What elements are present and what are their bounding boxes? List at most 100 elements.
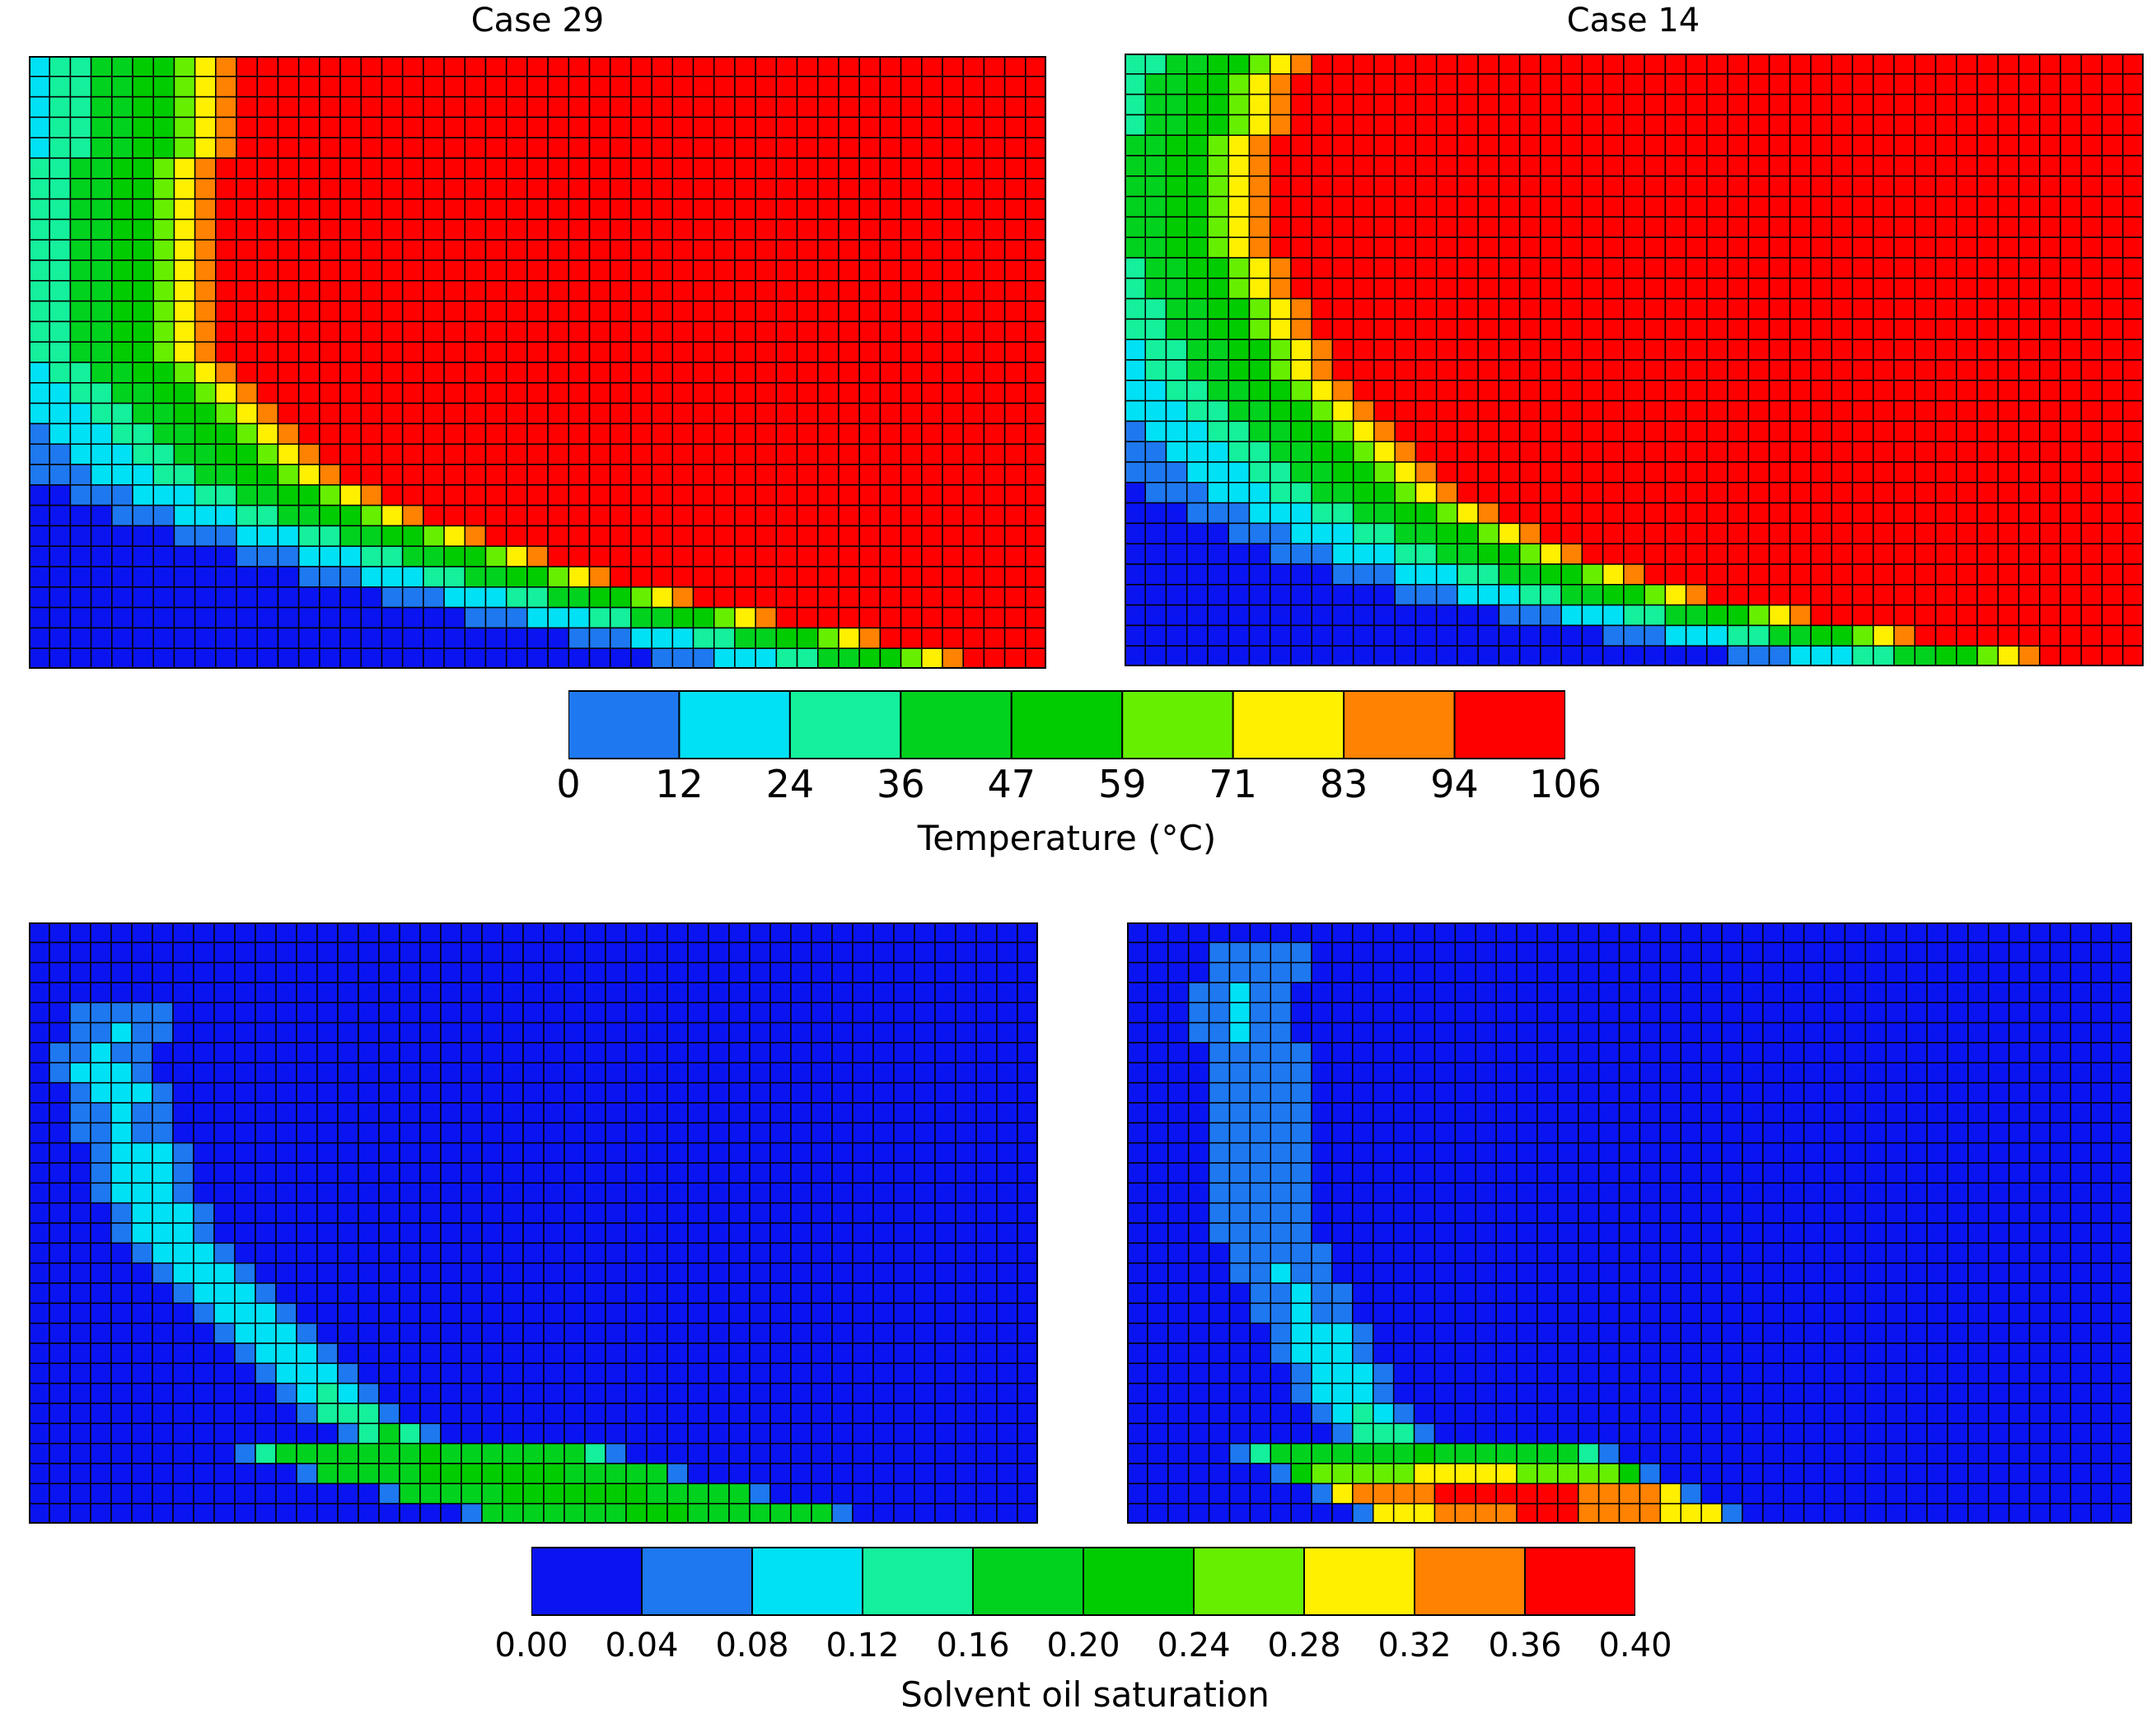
heatmap-cell (234, 1202, 256, 1224)
heatmap-cell (1003, 423, 1027, 445)
heatmap-cell (172, 1463, 194, 1485)
heatmap-cell (1373, 645, 1396, 666)
heatmap-cell (1789, 134, 1812, 156)
heatmap-cell (111, 566, 133, 588)
heatmap-cell (543, 1502, 565, 1524)
heatmap-cell (1536, 961, 1559, 983)
heatmap-cell (1228, 1081, 1251, 1104)
heatmap-cell (914, 1282, 936, 1305)
heatmap-cell (29, 1362, 50, 1384)
heatmap-cell (879, 647, 902, 669)
heatmap-cell (609, 280, 632, 302)
heatmap-cell (708, 922, 730, 944)
heatmap-cell (1187, 1122, 1210, 1144)
heatmap-cell (1269, 278, 1292, 300)
heatmap-cell (1810, 441, 1833, 463)
heatmap-cell (69, 423, 92, 445)
heatmap-cell (2090, 1042, 2112, 1064)
heatmap-cell (1165, 114, 1188, 136)
heatmap-cell (296, 1483, 318, 1505)
heatmap-cell (934, 1182, 956, 1204)
heatmap-cell (858, 402, 882, 425)
heatmap-cell (543, 1342, 565, 1365)
heatmap-cell (1187, 922, 1210, 944)
heatmap-cell (1934, 73, 1957, 96)
heatmap-cell (461, 1002, 483, 1024)
heatmap-cell (132, 423, 154, 445)
heatmap-cell (90, 178, 113, 200)
heatmap-cell (481, 1242, 503, 1264)
heatmap-cell (1017, 1463, 1038, 1485)
heatmap-cell (256, 627, 279, 649)
heatmap-cell (588, 178, 611, 200)
heatmap-cell (543, 1142, 565, 1164)
heatmap-cell (1415, 175, 1438, 198)
heatmap-cell (69, 1142, 91, 1164)
heatmap-cell (1873, 114, 1895, 136)
heatmap-cell (423, 218, 445, 240)
heatmap-cell (1290, 522, 1312, 544)
heatmap-cell (69, 1442, 91, 1464)
heatmap-cell (464, 606, 487, 629)
heatmap-cell (484, 504, 507, 527)
heatmap-cell (543, 1081, 565, 1104)
heatmap-cell (2111, 961, 2132, 983)
heatmap-cell (1664, 155, 1687, 177)
heatmap-cell (401, 382, 424, 404)
heatmap-cell (1831, 339, 1854, 361)
heatmap-cell (1017, 1502, 1038, 1524)
heatmap-cell (1165, 175, 1188, 198)
heatmap-cell (255, 982, 277, 1004)
heatmap-cell (1602, 380, 1625, 402)
heatmap-cell (69, 1102, 91, 1124)
heatmap-cell (1747, 584, 1770, 606)
heatmap-cell (1352, 584, 1375, 606)
heatmap-cell (1248, 441, 1271, 463)
heatmap-cell (110, 1042, 133, 1064)
heatmap-cell (215, 280, 237, 302)
heatmap-cell (914, 1062, 936, 1084)
heatmap-cell (1831, 380, 1854, 402)
heatmap-cell (277, 178, 300, 200)
heatmap-cell (2060, 339, 2083, 361)
heatmap-cell (29, 402, 50, 425)
heatmap-cell (838, 382, 860, 404)
heatmap-cell (1934, 114, 1957, 136)
heatmap-cell (1516, 1142, 1538, 1164)
heatmap-cell (2122, 114, 2144, 136)
heatmap-cell (1560, 278, 1583, 300)
heatmap-cell (2060, 563, 2083, 586)
heatmap-cell (2039, 502, 2061, 525)
heatmap-cell (319, 402, 341, 425)
heatmap-cell (255, 1442, 277, 1464)
heatmap-cell (1025, 423, 1046, 445)
heatmap-cell (1186, 482, 1209, 504)
heatmap-cell (256, 259, 279, 282)
heatmap-cell (2101, 645, 2124, 666)
heatmap-cell (708, 1282, 730, 1305)
heatmap-cell (1560, 380, 1583, 402)
heatmap-cell (2008, 941, 2031, 964)
heatmap-cell (817, 504, 839, 527)
heatmap-cell (708, 1182, 730, 1204)
heatmap-cell (215, 382, 237, 404)
heatmap-cell (831, 1202, 854, 1224)
heatmap-cell (1207, 502, 1229, 525)
heatmap-cell (522, 1463, 545, 1485)
heatmap-cell (934, 1262, 956, 1284)
heatmap-cell (872, 1422, 895, 1445)
heatmap-cell (316, 1162, 339, 1184)
heatmap-cell (687, 1502, 709, 1524)
heatmap-cell (90, 1142, 112, 1164)
heatmap-cell (1706, 216, 1728, 238)
heatmap-cell (996, 1463, 1018, 1485)
heatmap-cell (1186, 563, 1209, 586)
heatmap-cell (1413, 1062, 1436, 1084)
heatmap-cell (172, 982, 194, 1004)
heatmap-cell (461, 1262, 483, 1284)
heatmap-cell (1536, 1002, 1559, 1024)
heatmap-cell (900, 76, 923, 98)
heatmap-cell (1144, 134, 1167, 156)
heatmap-cell (381, 402, 404, 425)
heatmap-cell (1810, 645, 1833, 666)
